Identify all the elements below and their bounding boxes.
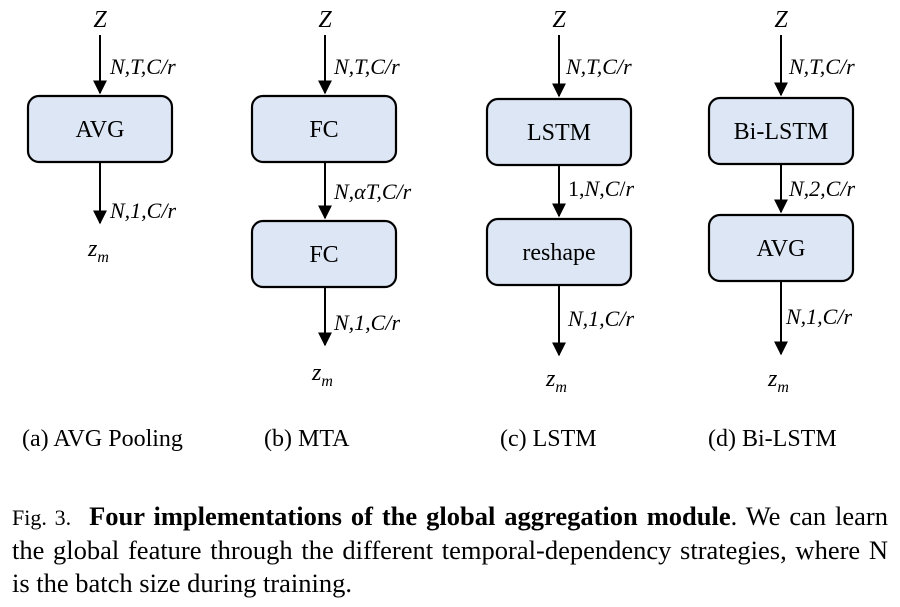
block-label: AVG [76, 117, 125, 143]
edge-label: N,2,C/r [788, 176, 855, 201]
edge-label: 1,N,C/r [568, 176, 635, 201]
diagram-mta: Z N,T,C/r FC N,αT,C/r FC N,1,C/r zm (b) … [252, 7, 412, 452]
output-zm-label: zm [545, 366, 567, 396]
output-zm-label: zm [767, 366, 789, 396]
input-z-label: Z [774, 7, 788, 33]
diagram-lstm: Z N,T,C/r LSTM 1,N,C/r reshape N,1,C/r z… [487, 7, 635, 452]
edge-label: N,T,C/r [109, 54, 176, 79]
block-label: FC [309, 117, 338, 143]
figure-caption: Fig. 3. Four implementations of the glob… [12, 500, 888, 600]
diagram-avg-pooling: Z N,T,C/r AVG N,1,C/r zm (a) AVG Pooling [22, 7, 183, 452]
caption-title-period: . [731, 501, 738, 531]
edge-label: N,1,C/r [333, 310, 400, 335]
edge-label: N,1,C/r [567, 306, 634, 331]
block-label: Bi-LSTM [734, 119, 829, 145]
edge-label: N,T,C/r [333, 54, 400, 79]
subcaption: (c) LSTM [500, 426, 597, 452]
caption-title: Four implementations of the global aggre… [89, 501, 731, 531]
block-label: reshape [522, 240, 595, 266]
edge-label: N,1,C/r [109, 198, 176, 223]
edge-label: N,1,C/r [785, 304, 852, 329]
input-z-label: Z [318, 7, 332, 33]
block-label: LSTM [527, 120, 591, 146]
edge-label: N,T,C/r [565, 54, 632, 79]
block-label: FC [309, 242, 338, 268]
output-zm-label: zm [311, 360, 333, 390]
figure-label: Fig. 3. [12, 505, 71, 530]
aggregation-diagrams: Z N,T,C/r AVG N,1,C/r zm (a) AVG Pooling… [0, 0, 900, 480]
edge-label: N,T,C/r [788, 54, 855, 79]
output-zm-label: zm [87, 236, 109, 266]
input-z-label: Z [93, 7, 107, 33]
edge-label: N,αT,C/r [333, 179, 412, 204]
subcaption: (d) Bi-LSTM [708, 426, 837, 452]
input-z-label: Z [552, 7, 566, 33]
block-label: AVG [757, 236, 806, 262]
subcaption: (a) AVG Pooling [22, 426, 183, 452]
diagram-bi-lstm: Z N,T,C/r Bi-LSTM N,2,C/r AVG N,1,C/r zm… [708, 7, 855, 452]
subcaption: (b) MTA [264, 426, 350, 452]
